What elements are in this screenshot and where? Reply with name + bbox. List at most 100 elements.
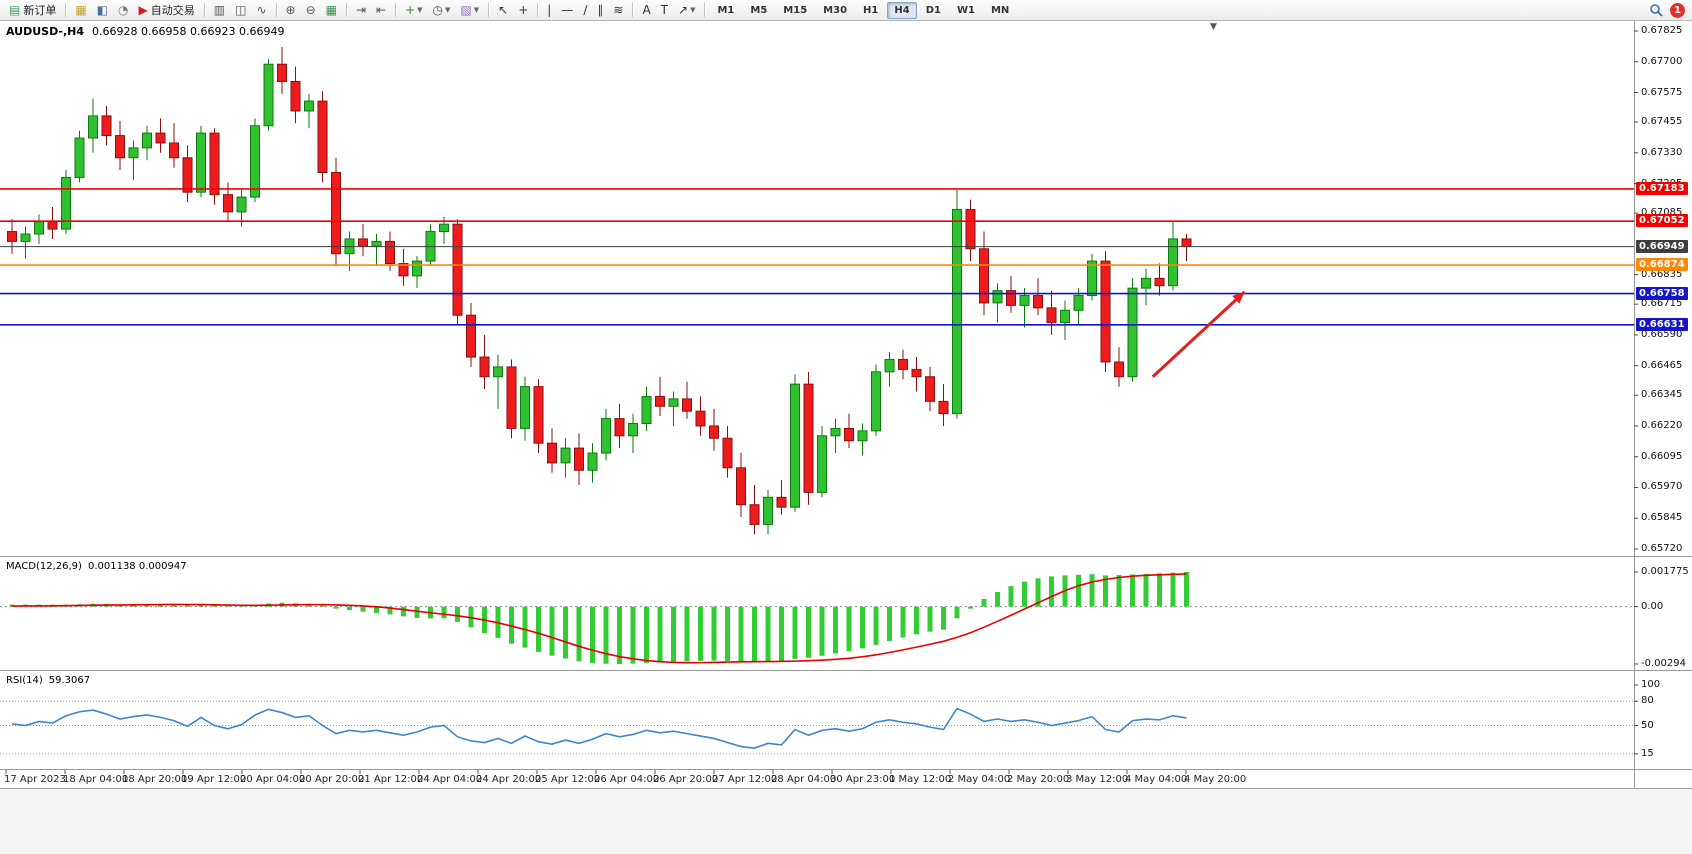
timeframe-h4-button[interactable]: H4 — [887, 1, 917, 19]
rsi-axis-tick: 100 — [1641, 679, 1661, 690]
price-axis-tick: 0.65845 — [1641, 512, 1683, 524]
line-price-badge: 0.67052 — [1636, 214, 1688, 228]
price-axis[interactable]: 0.678250.677000.675750.674550.673300.672… — [1634, 21, 1692, 788]
time-axis[interactable]: 17 Apr 2023 18 Apr 04:00 18 Apr 20:00 19 Ap… — [0, 770, 1634, 788]
fibonacci-icon: ≋ — [613, 3, 624, 17]
macd-panel[interactable] — [0, 557, 1634, 670]
chart-shift-button[interactable]: ⇤ — [372, 1, 390, 19]
notification-badge[interactable]: 1 — [1670, 2, 1685, 18]
horizontal-line-button[interactable]: — — [557, 1, 577, 19]
macd-indicator-label: MACD(12,26,9) 0.001138 0.000947 — [6, 561, 193, 572]
price-axis-tick: 0.66835 — [1641, 268, 1683, 280]
macd-values: 0.001138 0.000947 — [87, 561, 187, 572]
rsi-axis-tick: 50 — [1641, 719, 1654, 731]
search-icon[interactable] — [1649, 3, 1663, 17]
trendline-button[interactable]: ∕ — [579, 1, 591, 19]
toolbar-separator — [537, 3, 539, 17]
bar-chart-icon: ▥ — [213, 3, 226, 17]
text-label-icon: T — [660, 3, 668, 17]
indicators-button[interactable]: + ▼ — [401, 1, 426, 19]
price-axis-tick: 0.65970 — [1641, 481, 1683, 493]
bar-chart-button[interactable]: ▥ — [210, 1, 229, 19]
timeframe-m30-button[interactable]: M30 — [823, 4, 848, 16]
line-chart-button[interactable]: ∿ — [252, 1, 270, 19]
time-axis-label: 2 May 20:00 — [1007, 774, 1070, 785]
time-axis-label: 28 Apr 04:00 — [771, 774, 837, 785]
fibonacci-button[interactable]: ≋ — [609, 1, 627, 19]
chart-symbol-period: AUDUSD-,H4 — [6, 25, 85, 38]
zoom-in-icon: ⊕ — [285, 3, 296, 17]
main-chart-panel[interactable] — [0, 21, 1634, 556]
tile-windows-icon: ▦ — [325, 3, 337, 17]
templates-icon: ▧ — [460, 3, 472, 17]
rsi-indicator-label: RSI(14) 59.3067 — [6, 675, 96, 686]
price-axis-tick: 0.67700 — [1641, 55, 1683, 67]
timeframe-h1-button[interactable]: H1 — [863, 4, 879, 16]
price-axis-tick: 0.66715 — [1641, 298, 1683, 310]
rsi-value: 59.3067 — [48, 675, 91, 686]
periods-icon: ◷ — [432, 3, 444, 17]
time-axis-label: 3 May 12:00 — [1066, 774, 1129, 785]
new-order-button-label: 新订单 — [23, 4, 57, 17]
time-axis-label: 20 Apr 04:00 — [240, 774, 306, 785]
channel-icon: ∥ — [597, 3, 604, 17]
timeframe-d1-button[interactable]: D1 — [925, 4, 941, 16]
timeframe-w1-button[interactable]: W1 — [956, 4, 975, 16]
new-order-icon: ▤ — [9, 3, 21, 17]
channel-button[interactable]: ∥ — [593, 1, 607, 19]
new-order-button[interactable]: ▤ 新订单 — [5, 1, 60, 19]
macd-name: MACD(12,26,9) — [6, 561, 82, 572]
data-window-button[interactable]: ◔ — [114, 1, 132, 19]
auto-trading-button[interactable]: ▶ 自动交易 — [135, 1, 199, 19]
candlestick-chart-button[interactable]: ◫ — [231, 1, 250, 19]
metaeditor-button[interactable]: ▦ — [71, 1, 90, 19]
time-axis-label: 4 May 04:00 — [1125, 774, 1188, 785]
time-axis-label: 30 Apr 23:00 — [830, 774, 896, 785]
current-price-badge: 0.66949 — [1636, 239, 1688, 253]
tile-windows-button[interactable]: ▦ — [322, 1, 341, 19]
toolbar-separator — [395, 3, 397, 17]
line-chart-icon: ∿ — [256, 3, 267, 17]
timeframe-m1-button[interactable]: M1 — [717, 4, 735, 16]
crosshair-button[interactable]: + — [514, 1, 532, 19]
price-axis-tick: 0.67575 — [1641, 86, 1683, 98]
chevron-down-icon: ▼ — [473, 6, 480, 14]
time-axis-label: 26 Apr 04:00 — [594, 774, 660, 785]
vertical-line-button[interactable]: | — [543, 1, 555, 19]
market-watch-icon: ◧ — [96, 3, 109, 17]
arrows-tool-icon: ↗ — [678, 3, 689, 17]
chart-shift-marker[interactable]: ▼ — [1210, 22, 1217, 32]
zoom-out-button[interactable]: ⊖ — [302, 1, 320, 19]
text-label-button[interactable]: T — [657, 1, 672, 19]
price-axis-tick: 0.66220 — [1641, 419, 1683, 431]
rsi-panel[interactable] — [0, 671, 1634, 769]
chart-shift-icon: ⇤ — [376, 3, 387, 17]
auto-scroll-button[interactable]: ⇥ — [352, 1, 370, 19]
time-axis-label: 24 Apr 04:00 — [417, 774, 483, 785]
timeframe-m5-button[interactable]: M5 — [750, 4, 768, 16]
periods-button[interactable]: ◷ ▼ — [429, 1, 455, 19]
text-button[interactable]: A — [638, 1, 654, 19]
toolbar-separator — [203, 3, 205, 17]
time-axis-label: 4 May 20:00 — [1184, 774, 1247, 785]
cursor-icon: ↖ — [498, 3, 509, 17]
rsi-axis-tick: 15 — [1641, 747, 1654, 759]
arrows-tool-button[interactable]: ↗ ▼ — [674, 1, 699, 19]
macd-axis-tick: 0.00 — [1641, 600, 1664, 612]
toolbar-buttons: ▤ 新订单 ▦ ◧ ◔ ▶ 自动交易 ▥ ◫ ∿ ⊕ ⊖ ▦ ⇥ ⇤ + ▼ ◷ ▼ ▧ ▼ ↖ + | — ∕ ∥ ≋ A T ↗ ▼ M1 M… — [4, 0, 1649, 20]
timeframe-m15-button[interactable]: M15 — [783, 4, 808, 16]
market-watch-button[interactable]: ◧ — [93, 1, 112, 19]
templates-button[interactable]: ▧ ▼ — [456, 1, 483, 19]
rsi-name: RSI(14) — [6, 675, 43, 686]
price-axis-tick: 0.65720 — [1641, 543, 1683, 554]
text-icon: A — [642, 3, 651, 17]
toolbar-separator — [704, 3, 706, 17]
time-axis-label: 27 Apr 12:00 — [712, 774, 778, 785]
timeframe-mn-button[interactable]: MN — [990, 4, 1010, 16]
candlestick-chart-icon: ◫ — [235, 3, 247, 17]
zoom-in-button[interactable]: ⊕ — [282, 1, 300, 19]
horizontal-line-icon: — — [561, 3, 574, 17]
cursor-button[interactable]: ↖ — [494, 1, 512, 19]
crosshair-icon: + — [518, 3, 529, 17]
